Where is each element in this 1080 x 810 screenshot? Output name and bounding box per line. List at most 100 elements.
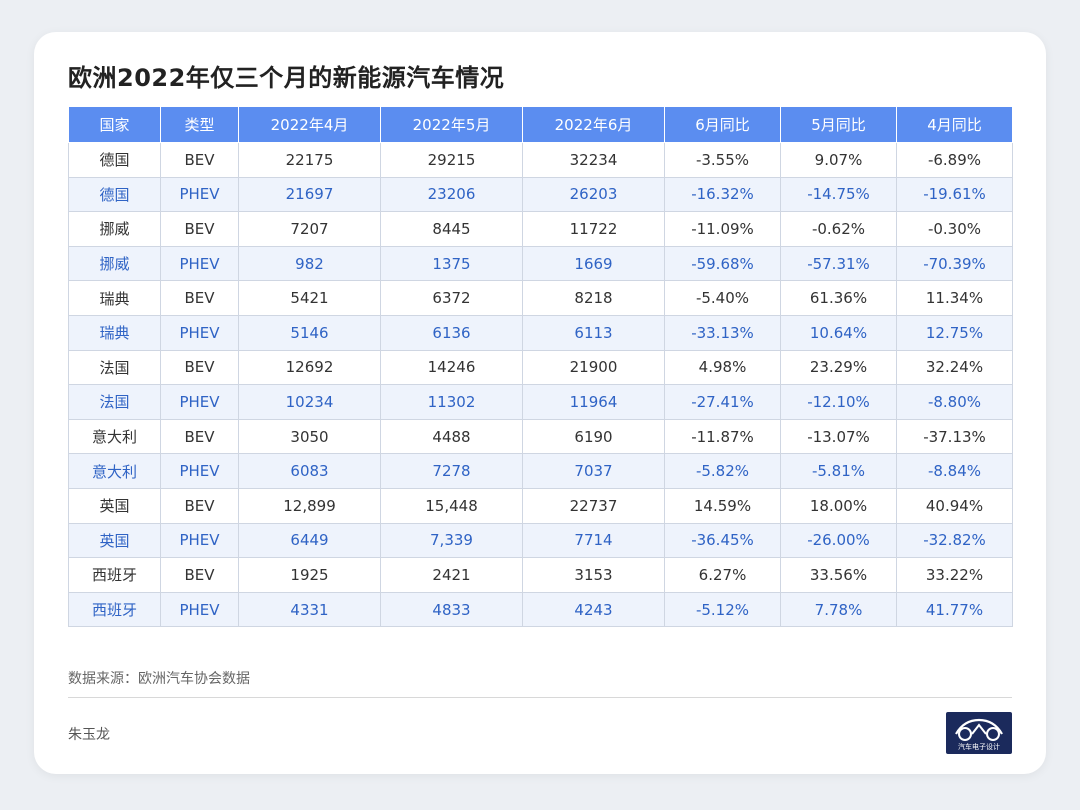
table-header-row: 国家 类型 2022年4月 2022年5月 2022年6月 6月同比 5月同比 … <box>68 106 1013 143</box>
cell-jun-2022: 6190 <box>522 418 665 455</box>
cell-type: BEV <box>160 280 239 316</box>
cell-jun-2022: 32234 <box>522 142 665 178</box>
cell-jun-yoy: -27.41% <box>664 384 781 420</box>
cell-apr-2022: 982 <box>238 245 381 282</box>
table-row: 挪威 PHEV 982 1375 1669 -59.68% -57.31% -70.39% <box>68 245 1013 282</box>
cell-type: BEV <box>160 211 239 247</box>
header-jun-yoy: 6月同比 <box>664 106 781 143</box>
cell-jun-yoy: -36.45% <box>664 522 781 559</box>
table-row: 法国 PHEV 10234 11302 11964 -27.41% -12.10% -8.80… <box>68 384 1013 420</box>
cell-jun-yoy: -5.82% <box>664 453 781 489</box>
cell-may-2022: 11302 <box>380 384 523 420</box>
cell-apr-yoy: -37.13% <box>896 418 1013 455</box>
cell-may-2022: 29215 <box>380 142 523 178</box>
cell-may-2022: 2421 <box>380 557 523 593</box>
cell-apr-2022: 21697 <box>238 176 381 213</box>
table-row: 瑞典 BEV 5421 6372 8218 -5.40% 61.36% 11.34% <box>68 280 1013 316</box>
cell-apr-yoy: -19.61% <box>896 176 1013 213</box>
table-body: 德国 BEV 22175 29215 32234 -3.55% 9.07% -6.89% 德国 P… <box>68 142 1013 628</box>
table-row: 意大利 PHEV 6083 7278 7037 -5.82% -5.81% -8.84% <box>68 453 1013 489</box>
cell-apr-yoy: 11.34% <box>896 280 1013 316</box>
cell-country: 法国 <box>68 384 161 420</box>
cell-may-yoy: 7.78% <box>780 591 897 628</box>
cell-may-yoy: 9.07% <box>780 142 897 178</box>
table-row: 英国 PHEV 6449 7,339 7714 -36.45% -26.00% -32.82% <box>68 522 1013 559</box>
table-row: 德国 PHEV 21697 23206 26203 -16.32% -14.75% -19.6… <box>68 176 1013 213</box>
cell-jun-2022: 22737 <box>522 487 665 524</box>
data-source-note: 数据来源：欧洲汽车协会数据 <box>68 671 250 687</box>
cell-may-2022: 6136 <box>380 314 523 351</box>
cell-jun-2022: 7714 <box>522 522 665 559</box>
cell-jun-2022: 21900 <box>522 349 665 386</box>
cell-apr-yoy: -70.39% <box>896 245 1013 282</box>
cell-apr-2022: 6083 <box>238 453 381 489</box>
cell-jun-yoy: -59.68% <box>664 245 781 282</box>
cell-country: 瑞典 <box>68 314 161 351</box>
cell-apr-yoy: 41.77% <box>896 591 1013 628</box>
header-type: 类型 <box>160 106 239 143</box>
cell-apr-yoy: 32.24% <box>896 349 1013 386</box>
cell-apr-2022: 5146 <box>238 314 381 351</box>
cell-jun-2022: 11964 <box>522 384 665 420</box>
cell-type: BEV <box>160 557 239 593</box>
cell-country: 法国 <box>68 349 161 386</box>
cell-country: 英国 <box>68 487 161 524</box>
cell-type: BEV <box>160 349 239 386</box>
cell-may-2022: 1375 <box>380 245 523 282</box>
cell-may-yoy: 33.56% <box>780 557 897 593</box>
cell-type: PHEV <box>160 522 239 559</box>
table-row: 法国 BEV 12692 14246 21900 4.98% 23.29% 32.24% <box>68 349 1013 386</box>
cell-apr-yoy: 33.22% <box>896 557 1013 593</box>
cell-country: 德国 <box>68 142 161 178</box>
cell-apr-2022: 1925 <box>238 557 381 593</box>
car-logo-icon: 汽车电子设计 <box>955 718 1003 751</box>
cell-type: BEV <box>160 142 239 178</box>
page-title: 欧洲2022年仅三个月的新能源汽车情况 <box>68 64 505 92</box>
cell-jun-yoy: 14.59% <box>664 487 781 524</box>
cell-jun-yoy: 6.27% <box>664 557 781 593</box>
cell-type: BEV <box>160 487 239 524</box>
cell-apr-2022: 10234 <box>238 384 381 420</box>
cell-apr-yoy: 40.94% <box>896 487 1013 524</box>
cell-may-2022: 23206 <box>380 176 523 213</box>
cell-country: 意大利 <box>68 418 161 455</box>
content-card: 欧洲2022年仅三个月的新能源汽车情况 国家 类型 2022年4月 2022年5… <box>34 32 1046 774</box>
cell-apr-yoy: -32.82% <box>896 522 1013 559</box>
cell-may-yoy: -12.10% <box>780 384 897 420</box>
cell-jun-2022: 4243 <box>522 591 665 628</box>
cell-apr-yoy: -8.84% <box>896 453 1013 489</box>
cell-may-2022: 15,448 <box>380 487 523 524</box>
cell-country: 英国 <box>68 522 161 559</box>
cell-may-2022: 7278 <box>380 453 523 489</box>
cell-jun-yoy: 4.98% <box>664 349 781 386</box>
cell-may-yoy: 10.64% <box>780 314 897 351</box>
cell-jun-yoy: -11.09% <box>664 211 781 247</box>
cell-jun-yoy: -33.13% <box>664 314 781 351</box>
table-row: 西班牙 PHEV 4331 4833 4243 -5.12% 7.78% 41.77% <box>68 591 1013 628</box>
cell-apr-2022: 5421 <box>238 280 381 316</box>
cell-jun-2022: 11722 <box>522 211 665 247</box>
footer-divider <box>68 697 1012 698</box>
cell-apr-2022: 7207 <box>238 211 381 247</box>
cell-country: 德国 <box>68 176 161 213</box>
cell-apr-yoy: -8.80% <box>896 384 1013 420</box>
cell-jun-2022: 8218 <box>522 280 665 316</box>
cell-may-2022: 4833 <box>380 591 523 628</box>
cell-apr-yoy: 12.75% <box>896 314 1013 351</box>
cell-may-yoy: -13.07% <box>780 418 897 455</box>
cell-country: 西班牙 <box>68 557 161 593</box>
cell-may-yoy: -26.00% <box>780 522 897 559</box>
cell-apr-yoy: -6.89% <box>896 142 1013 178</box>
cell-country: 挪威 <box>68 211 161 247</box>
cell-apr-2022: 3050 <box>238 418 381 455</box>
header-country: 国家 <box>68 106 161 143</box>
cell-apr-2022: 12692 <box>238 349 381 386</box>
cell-may-yoy: 18.00% <box>780 487 897 524</box>
table-row: 西班牙 BEV 1925 2421 3153 6.27% 33.56% 33.22% <box>68 557 1013 593</box>
cell-may-yoy: -5.81% <box>780 453 897 489</box>
cell-may-yoy: -0.62% <box>780 211 897 247</box>
cell-jun-2022: 1669 <box>522 245 665 282</box>
cell-apr-2022: 12,899 <box>238 487 381 524</box>
cell-country: 瑞典 <box>68 280 161 316</box>
cell-jun-2022: 3153 <box>522 557 665 593</box>
